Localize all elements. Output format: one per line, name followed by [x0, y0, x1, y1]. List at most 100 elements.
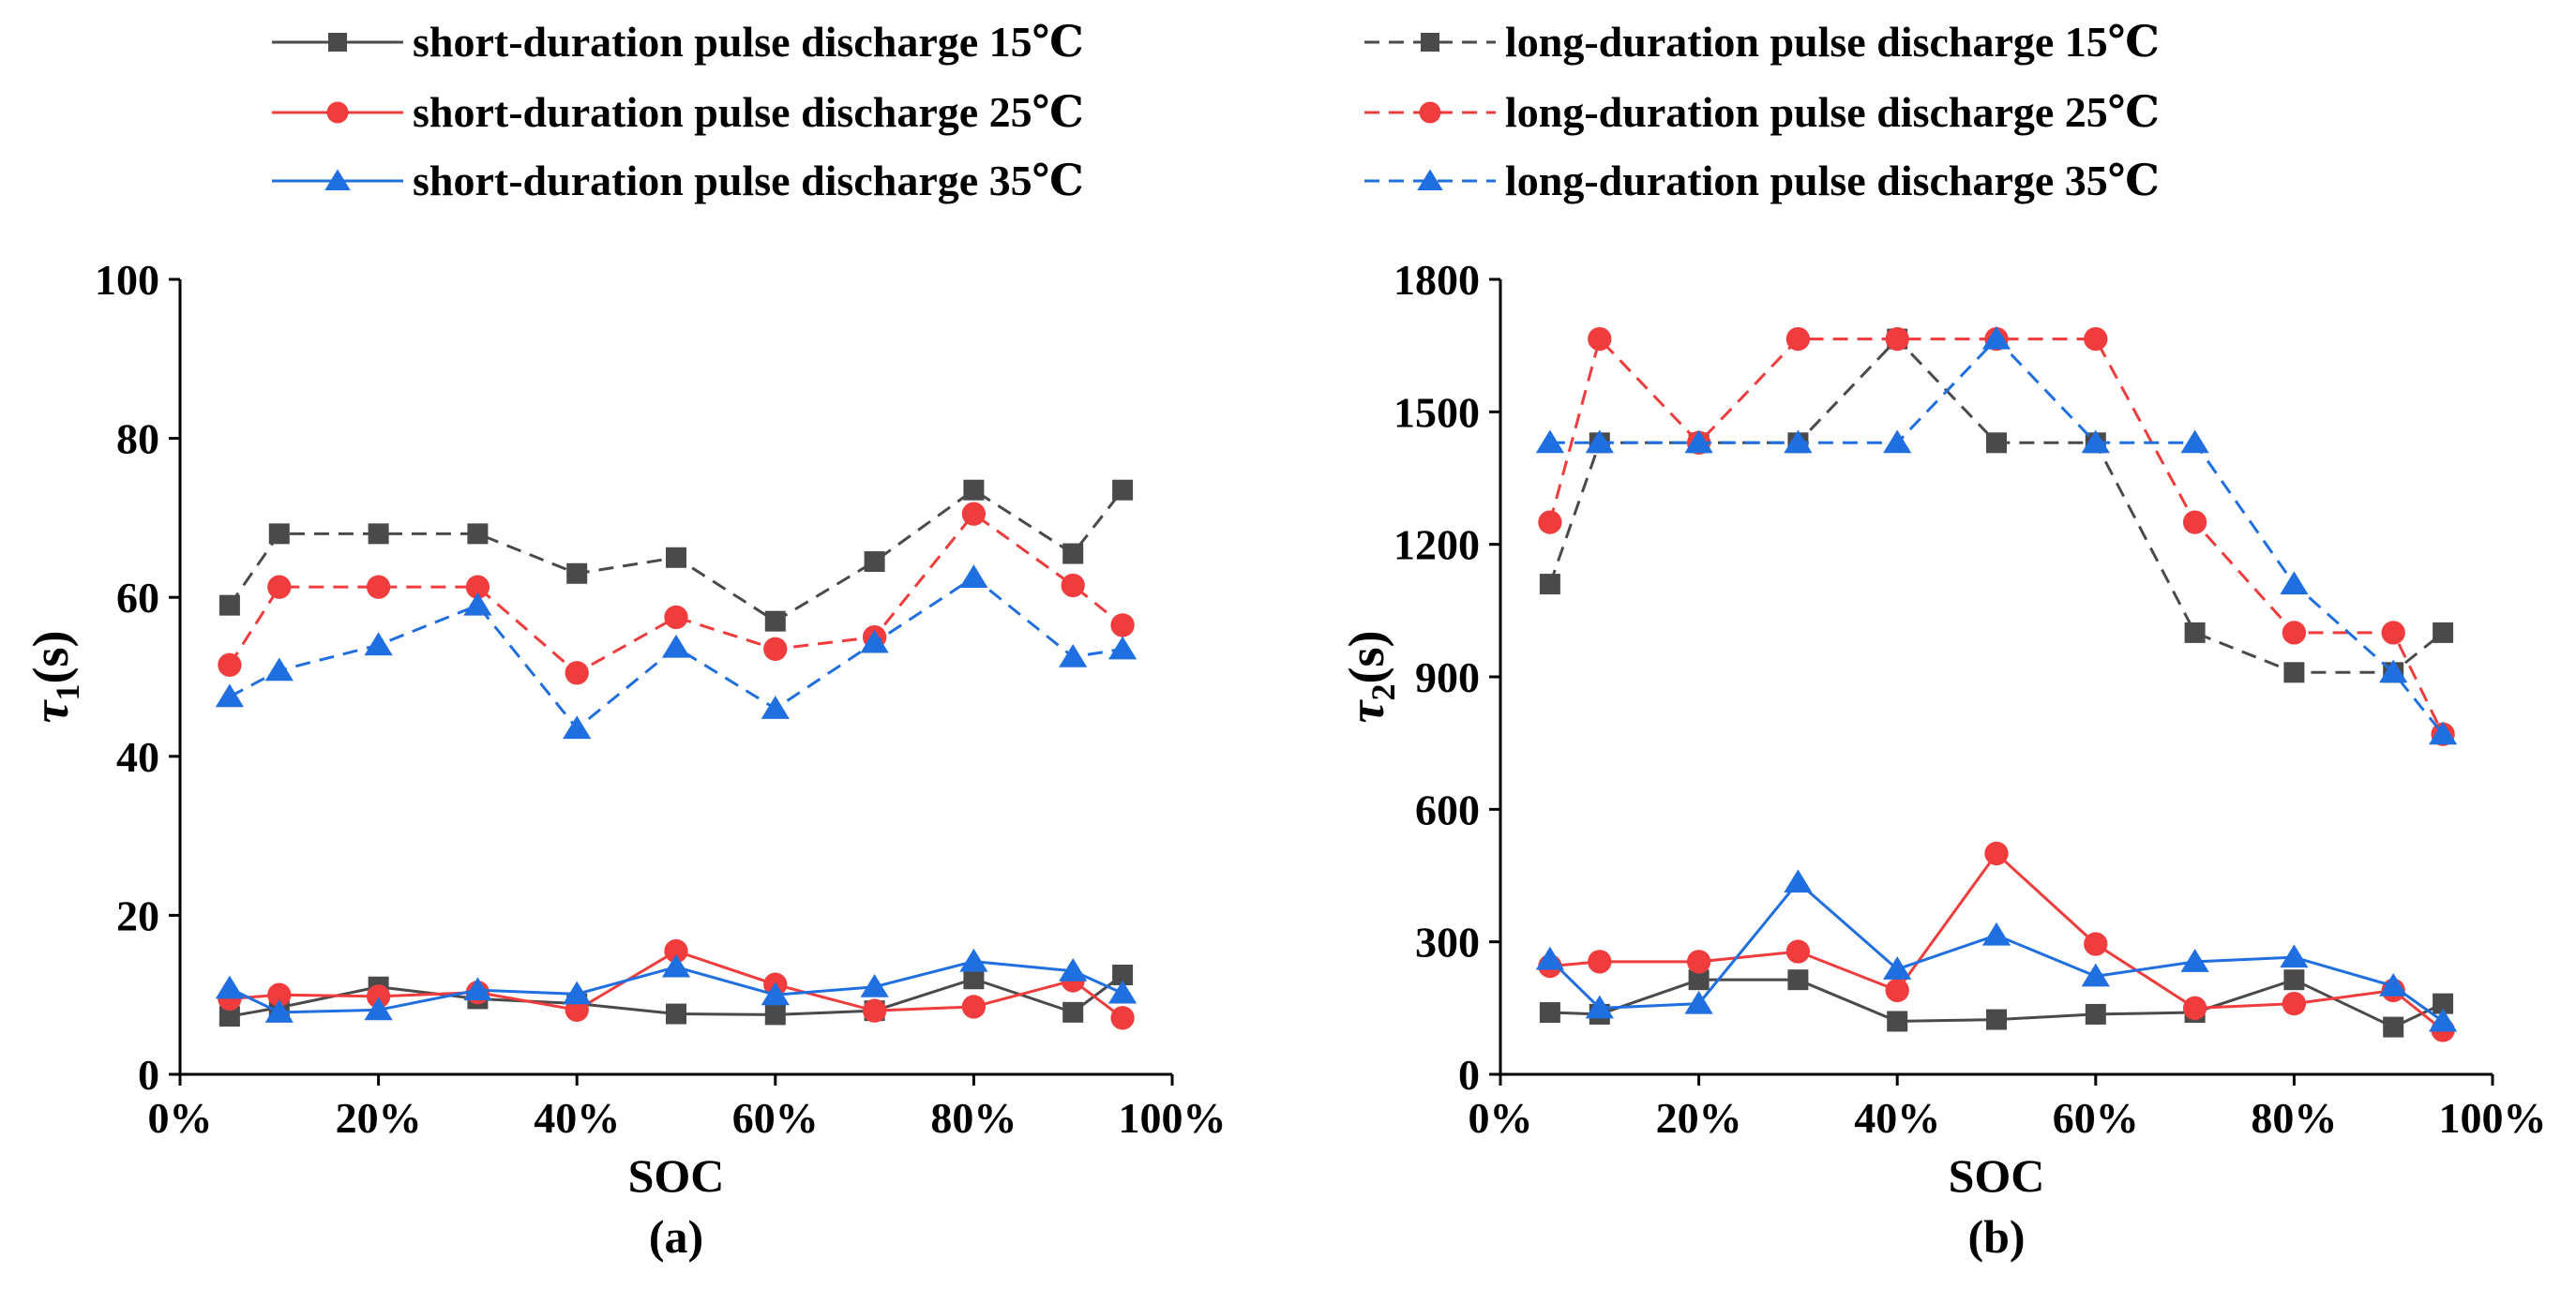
- data-point: [1062, 543, 1084, 564]
- data-point: [565, 661, 589, 685]
- data-point: [2180, 949, 2209, 972]
- data-point: [2428, 1008, 2458, 1032]
- panel-label: (a): [649, 1210, 703, 1263]
- legend-entry: short-duration pulse discharge 25℃: [272, 88, 1084, 136]
- data-point: [465, 575, 490, 599]
- y-axis-label: τ1(s): [23, 631, 86, 724]
- legend: short-duration pulse discharge 15℃ long-d…: [272, 18, 2160, 204]
- data-point: [1684, 990, 1713, 1014]
- data-point: [1061, 573, 1085, 598]
- data-point: [1535, 429, 1565, 454]
- legend-entry: short-duration pulse discharge 15℃: [272, 18, 1084, 66]
- data-point: [566, 562, 588, 584]
- data-point: [860, 973, 889, 997]
- data-point: [860, 629, 889, 653]
- series-line: [1549, 337, 2445, 736]
- data-point: [1588, 326, 1612, 352]
- data-point: [218, 652, 242, 677]
- data-point: [1059, 958, 1088, 982]
- y-axis-symbol: τ: [23, 698, 79, 723]
- panel-b: 0 300 600 900 1200 1500 1800 0% 20% 40% 60% 80% 100%…: [1338, 256, 2547, 1263]
- data-point: [2182, 996, 2207, 1020]
- data-point: [368, 523, 389, 545]
- y-axis-subscript: 2: [1364, 684, 1402, 701]
- data-point: [2184, 622, 2206, 643]
- data-point: [563, 715, 592, 740]
- legend-marker: [324, 169, 351, 190]
- y-tick-label: 600: [1415, 786, 1480, 833]
- y-tick-label: 1200: [1393, 521, 1480, 569]
- series-5: [215, 948, 1137, 1023]
- data-point: [1062, 1001, 1084, 1023]
- legend-marker: [328, 33, 347, 52]
- data-point: [218, 594, 240, 616]
- data-point: [661, 953, 691, 978]
- data-point: [1588, 950, 1612, 974]
- x-tick-label: 20%: [1656, 1094, 1742, 1142]
- data-point: [761, 696, 790, 719]
- data-point: [1885, 326, 1909, 352]
- legend-label: long-duration pulse discharge 25℃: [1505, 88, 2160, 136]
- series-0: [218, 479, 1134, 632]
- data-point: [2180, 429, 2209, 454]
- series-1: [1538, 326, 2455, 746]
- data-point: [1535, 946, 1565, 970]
- legend-label: long-duration pulse discharge 15℃: [1505, 18, 2160, 66]
- data-point: [463, 977, 492, 1001]
- legend-entry: long-duration pulse discharge 15℃: [1364, 18, 2160, 66]
- data-point: [2081, 963, 2110, 987]
- y-tick-label: 1800: [1393, 256, 1480, 304]
- data-point: [1981, 325, 2011, 350]
- x-tick-label: 0%: [1469, 1094, 1533, 1142]
- data-point: [1539, 1002, 1560, 1024]
- y-tick-label: 0: [138, 1051, 159, 1099]
- series-0: [1539, 328, 2454, 683]
- data-point: [463, 592, 492, 616]
- y-tick-label: 80: [116, 415, 159, 463]
- data-point: [1112, 479, 1134, 501]
- data-point: [1787, 969, 1809, 991]
- data-point: [2282, 991, 2307, 1016]
- legend-label: short-duration pulse discharge 25℃: [413, 88, 1084, 136]
- data-point: [661, 634, 691, 658]
- data-point: [2283, 969, 2305, 991]
- data-point: [366, 984, 391, 1009]
- data-point: [215, 683, 245, 708]
- data-point: [666, 547, 686, 568]
- data-point: [264, 657, 294, 682]
- y-axis-symbol: τ: [1338, 698, 1394, 723]
- series-line: [1548, 337, 2445, 674]
- data-point: [2283, 662, 2305, 683]
- data-point: [963, 968, 985, 990]
- panel-label: (b): [1967, 1210, 2025, 1263]
- data-point: [959, 948, 988, 972]
- data-point: [215, 975, 245, 999]
- series-line: [228, 512, 1124, 675]
- data-point: [1059, 644, 1088, 667]
- x-tick-label: 60%: [2053, 1094, 2139, 1142]
- data-point: [864, 551, 885, 573]
- data-point: [664, 605, 688, 630]
- data-point: [959, 564, 988, 588]
- x-tick-label: 60%: [732, 1094, 819, 1142]
- legend-entry: long-duration pulse discharge 35℃: [1364, 157, 2160, 204]
- data-point: [1585, 995, 1614, 1019]
- data-point: [1538, 510, 1562, 534]
- data-point: [218, 1006, 240, 1027]
- data-point: [2428, 721, 2458, 745]
- legend-marker: [1421, 33, 1439, 52]
- data-point: [1883, 956, 1912, 980]
- data-point: [1684, 429, 1713, 454]
- x-tick-label: 100%: [1119, 1094, 1227, 1142]
- data-point: [1686, 950, 1711, 974]
- legend-marker: [1417, 169, 1443, 190]
- data-point: [1984, 841, 2009, 866]
- data-point: [666, 1003, 686, 1025]
- data-point: [1784, 429, 1813, 454]
- data-point: [2280, 944, 2309, 968]
- y-tick-label: 1500: [1393, 388, 1480, 436]
- legend-entry: long-duration pulse discharge 25℃: [1364, 88, 2160, 136]
- x-tick-label: 20%: [336, 1094, 422, 1142]
